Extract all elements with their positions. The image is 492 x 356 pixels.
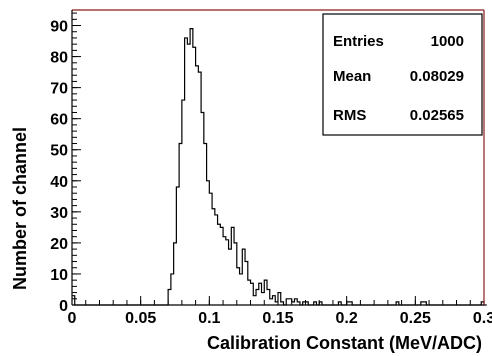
y-tick-label: 70 [50,81,68,98]
y-tick-label: 90 [50,19,68,36]
x-tick-label: 0 [68,310,77,327]
stats-box-frame [322,13,483,136]
x-tick-label: 0.15 [262,310,293,327]
y-tick-label: 20 [50,236,68,253]
tick-labels: 0 0.05 0.1 0.15 0.2 0.25 0.3 0 10 20 30 40 50 60 70 80 9… [50,19,492,327]
y-tick-label: 80 [50,50,68,67]
y-tick-label: 0 [59,298,68,315]
x-tick-label: 0.2 [336,310,358,327]
stats-label-mean: Mean [333,68,371,85]
x-tick-label: 0.1 [198,310,220,327]
y-tick-label: 50 [50,143,68,160]
y-axis-title: Number of channel [10,127,30,290]
x-tick-label: 0.3 [473,310,492,327]
stats-box: Entries 1000 Mean 0.08029 RMS 0.02565 [322,13,483,136]
y-tick-label: 30 [50,205,68,222]
y-tick-label: 40 [50,174,68,191]
stats-value-mean: 0.08029 [410,68,464,85]
y-tick-label: 60 [50,112,68,129]
stats-label-rms: RMS [333,107,366,124]
y-tick-label: 10 [50,267,68,284]
stats-label-entries: Entries [333,33,384,50]
x-tick-label: 0.05 [125,310,156,327]
x-axis-title: Calibration Constant (MeV/ADC) [207,333,482,353]
x-tick-label: 0.25 [400,310,431,327]
stats-value-entries: 1000 [431,33,464,50]
stats-value-rms: 0.02565 [410,107,464,124]
